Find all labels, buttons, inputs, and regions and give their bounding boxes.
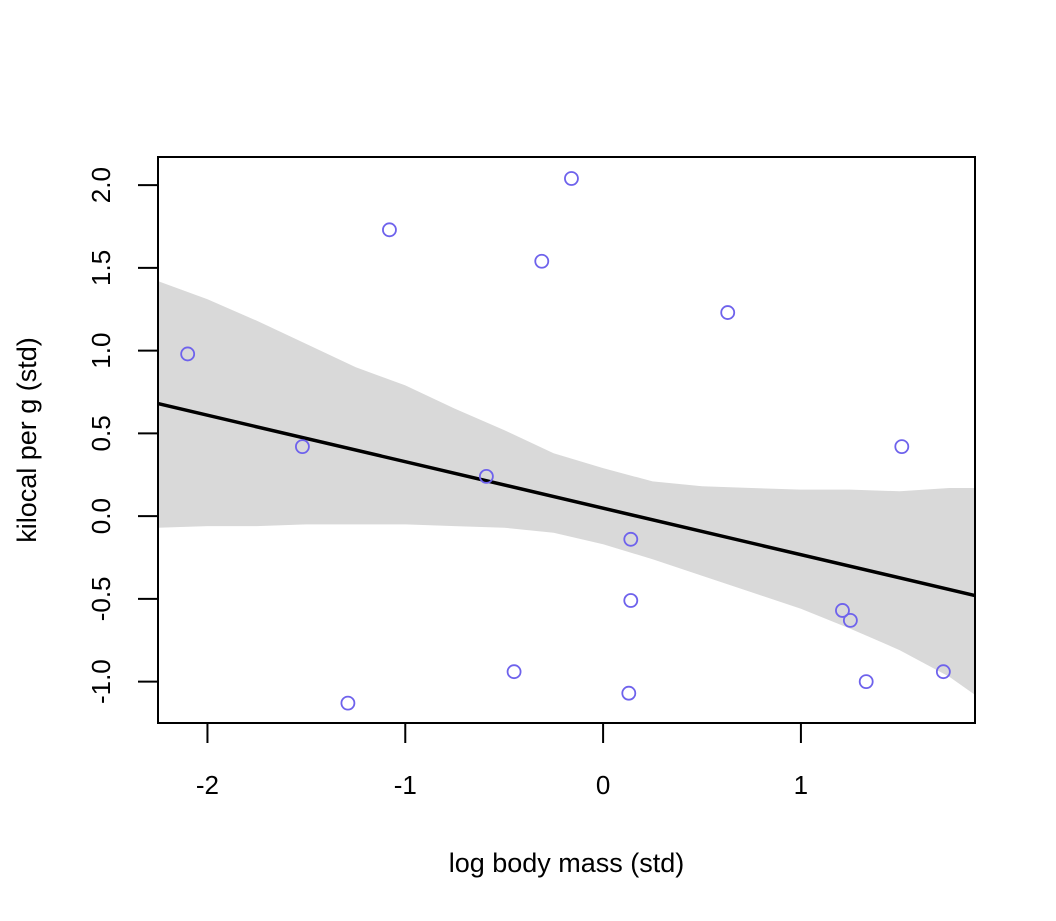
interval-band <box>158 281 975 695</box>
x-tick-label: 1 <box>794 770 808 800</box>
points-layer <box>180 171 951 711</box>
data-point <box>935 664 951 680</box>
data-point <box>835 603 850 618</box>
x-tick-label: -1 <box>394 770 417 800</box>
data-point <box>382 222 397 238</box>
y-axis-title: kilocal per g (std) <box>12 337 42 543</box>
data-point <box>506 664 522 680</box>
interval-layer <box>158 281 975 695</box>
data-point <box>534 253 550 269</box>
data-point <box>720 305 736 320</box>
data-point <box>564 171 579 186</box>
data-point <box>623 593 639 608</box>
y-axis: -1.0 -0.5 0.0 0.5 1.0 1.5 2.0 <box>86 167 159 704</box>
y-tick-label: 1.5 <box>86 250 116 286</box>
y-tick-label: 1.0 <box>86 333 116 369</box>
x-axis-title: log body mass (std) <box>449 848 685 878</box>
y-tick-label: 2.0 <box>86 167 116 203</box>
y-tick-label: 0.0 <box>86 498 116 534</box>
data-point <box>340 695 356 711</box>
data-point <box>858 674 874 690</box>
x-tick-label: -2 <box>196 770 219 800</box>
data-point <box>621 685 637 701</box>
mean-line <box>157 401 976 598</box>
x-axis: -2 -1 0 1 <box>196 722 808 800</box>
data-point <box>623 531 639 547</box>
data-point <box>180 346 196 362</box>
data-point <box>842 612 858 628</box>
x-tick-label: 0 <box>596 770 610 800</box>
y-tick-label: 0.5 <box>86 415 116 451</box>
data-point <box>478 469 494 484</box>
data-point <box>295 439 310 455</box>
y-tick-label: -1.0 <box>86 659 116 704</box>
data-point <box>894 439 910 455</box>
y-tick-label: -0.5 <box>86 576 116 621</box>
mean-line-layer <box>157 401 976 598</box>
